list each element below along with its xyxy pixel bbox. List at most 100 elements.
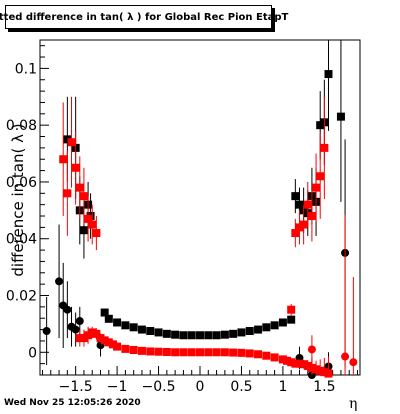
red-point	[320, 143, 329, 152]
black-point	[75, 317, 84, 326]
red-point	[100, 336, 109, 345]
red-point	[59, 155, 68, 164]
red-point	[63, 189, 72, 198]
x-tick-label: −0.5	[142, 379, 176, 395]
y-tick-label: 0.02	[6, 289, 37, 305]
black-point	[336, 112, 345, 121]
red-point	[291, 359, 300, 368]
red-point	[270, 353, 279, 362]
black-point	[42, 326, 51, 335]
red-point	[79, 334, 88, 343]
red-point	[245, 349, 254, 358]
red-point	[324, 369, 333, 378]
x-tick-label: 1	[278, 379, 287, 395]
red-point	[295, 223, 304, 232]
red-point	[146, 347, 155, 356]
black-point	[237, 328, 246, 337]
red-point	[67, 138, 76, 147]
red-point	[75, 334, 84, 343]
red-point	[278, 355, 287, 364]
red-point	[96, 334, 105, 343]
black-point	[63, 305, 72, 314]
red-point	[303, 361, 312, 370]
black-point	[316, 121, 325, 130]
red-point	[320, 368, 329, 377]
black-point	[245, 326, 254, 335]
black-point	[212, 331, 221, 340]
y-tick-label: 0.04	[6, 232, 37, 248]
red-point	[179, 348, 188, 357]
y-tick-label: 0.1	[15, 61, 37, 77]
black-point	[229, 329, 238, 338]
x-tick-label: 0	[196, 379, 205, 395]
red-point	[307, 363, 316, 372]
black-point	[146, 326, 155, 335]
black-point	[291, 192, 300, 201]
black-point	[63, 135, 72, 144]
black-point	[196, 331, 204, 340]
red-point	[341, 352, 350, 361]
black-point	[71, 325, 80, 334]
black-point	[100, 308, 109, 317]
red-point	[254, 350, 263, 359]
black-point	[179, 331, 188, 340]
red-point	[129, 346, 138, 355]
red-point	[71, 163, 80, 172]
red-point	[299, 360, 308, 369]
red-point	[291, 229, 300, 238]
red-point	[113, 342, 122, 351]
red-point	[108, 340, 117, 349]
black-point	[254, 325, 263, 334]
red-point	[229, 348, 238, 357]
red-point	[316, 172, 325, 181]
red-point	[316, 366, 325, 375]
black-point	[324, 70, 333, 79]
black-point	[171, 330, 180, 339]
red-point	[88, 328, 97, 337]
timestamp-footer: Wed Nov 25 12:05:26 2020	[4, 398, 141, 408]
black-point	[278, 318, 287, 327]
red-point	[84, 331, 93, 340]
black-point	[262, 323, 271, 332]
red-point	[137, 346, 146, 355]
x-tick-label: −1	[107, 379, 128, 395]
x-tick-label: 0.5	[230, 379, 252, 395]
red-point	[312, 183, 321, 192]
red-point	[162, 348, 171, 357]
red-point	[287, 305, 296, 314]
red-point	[299, 220, 308, 229]
red-point	[187, 348, 196, 357]
black-point	[220, 330, 229, 339]
red-point	[303, 200, 312, 209]
black-point	[129, 323, 138, 332]
red-point	[196, 348, 204, 357]
red-point	[121, 344, 130, 353]
red-point	[307, 212, 316, 221]
black-point	[187, 331, 196, 340]
black-point	[104, 314, 113, 323]
red-point	[295, 359, 304, 368]
black-point	[79, 226, 88, 235]
red-point	[204, 348, 213, 357]
red-point	[212, 348, 221, 357]
black-point	[55, 277, 64, 286]
x-tick-label: 1.5	[313, 379, 335, 395]
red-point	[307, 345, 316, 354]
red-point	[287, 358, 296, 367]
y-tick-label: 0.06	[6, 175, 37, 191]
red-point	[75, 183, 84, 192]
black-point	[121, 321, 130, 330]
y-axis-label: difference in tan( λ )	[9, 123, 27, 276]
red-point	[237, 348, 246, 357]
chart-title: Fitted difference in tan( λ ) for Global…	[0, 11, 289, 23]
red-point	[92, 329, 101, 338]
black-point	[287, 315, 296, 324]
red-point	[154, 347, 163, 356]
red-point	[262, 351, 271, 360]
x-tick-label: −1.5	[59, 379, 93, 395]
black-point	[137, 325, 146, 334]
red-point	[171, 348, 180, 357]
red-point	[84, 214, 93, 223]
red-point	[88, 220, 97, 229]
axes: 0 0.02 0.04 0.06 0.08 0.1 −1.5 −1 −0.5 0 0.5 1 1.5	[6, 39, 361, 395]
